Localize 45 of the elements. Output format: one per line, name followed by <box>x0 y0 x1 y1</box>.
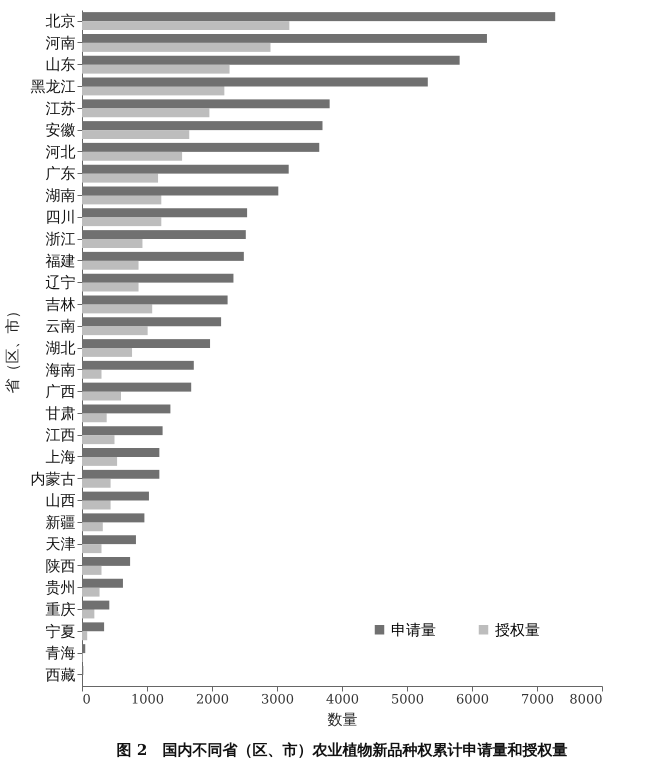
x-tick-label: 5000 <box>390 692 424 708</box>
y-tick-label: 陕西 <box>46 556 76 575</box>
y-tick-label: 青海 <box>46 644 76 662</box>
y-tick-label: 山西 <box>46 492 76 510</box>
y-tick-label: 浙江 <box>46 230 76 248</box>
x-tick-label: 0 <box>82 692 91 708</box>
y-tick-label: 吉林 <box>46 295 76 314</box>
y-tick-label: 广东 <box>46 164 76 183</box>
y-tick-label: 云南 <box>46 317 76 336</box>
caption: 图 2 国内不同省（区、市）农业植物新品种权累计申请量和授权量 <box>116 741 568 759</box>
y-tick-label: 山东 <box>46 56 76 74</box>
y-tick-label: 海南 <box>46 360 76 379</box>
legend-label: 申请量 <box>391 620 436 639</box>
y-tick-label: 四川 <box>46 208 76 226</box>
y-tick-label: 江苏 <box>46 99 76 118</box>
x-tick-label: 3000 <box>260 692 294 708</box>
x-axis-title: 数量 <box>328 710 358 728</box>
y-tick-label: 新疆 <box>46 513 76 532</box>
y-tick-label: 西藏 <box>46 666 76 684</box>
y-tick-label: 北京 <box>46 12 76 30</box>
x-tick-label: 2000 <box>196 692 230 708</box>
y-tick-label: 湖北 <box>46 339 76 357</box>
y-axis-title: 省（区、市） <box>4 304 22 394</box>
x-tick-label: 8000 <box>569 692 602 708</box>
y-tick-label: 上海 <box>46 448 76 466</box>
y-tick-label: 甘肃 <box>46 404 76 422</box>
y-tick-label: 广西 <box>46 382 76 401</box>
x-tick-label: 1000 <box>130 692 164 708</box>
y-tick-label: 福建 <box>46 252 76 270</box>
y-tick-label: 辽宁 <box>46 274 76 292</box>
y-tick-label: 湖南 <box>46 186 76 204</box>
y-tick-label: 天津 <box>46 535 76 554</box>
y-tick-label: 安徽 <box>46 121 76 140</box>
legend-label: 授权量 <box>495 620 540 639</box>
y-tick-label: 重庆 <box>46 600 76 619</box>
x-tick-label: 7000 <box>520 692 554 708</box>
y-tick-label: 内蒙古 <box>30 470 76 488</box>
y-tick-label: 江西 <box>46 426 76 444</box>
y-tick-label: 黑龙江 <box>30 77 76 96</box>
y-tick-label: 贵州 <box>46 578 76 597</box>
y-tick-label: 宁夏 <box>46 622 76 640</box>
y-tick-label: 河南 <box>46 34 76 52</box>
y-tick-label: 河北 <box>46 142 76 161</box>
x-tick-label: 4000 <box>326 692 360 708</box>
x-tick-label: 6000 <box>456 692 490 708</box>
